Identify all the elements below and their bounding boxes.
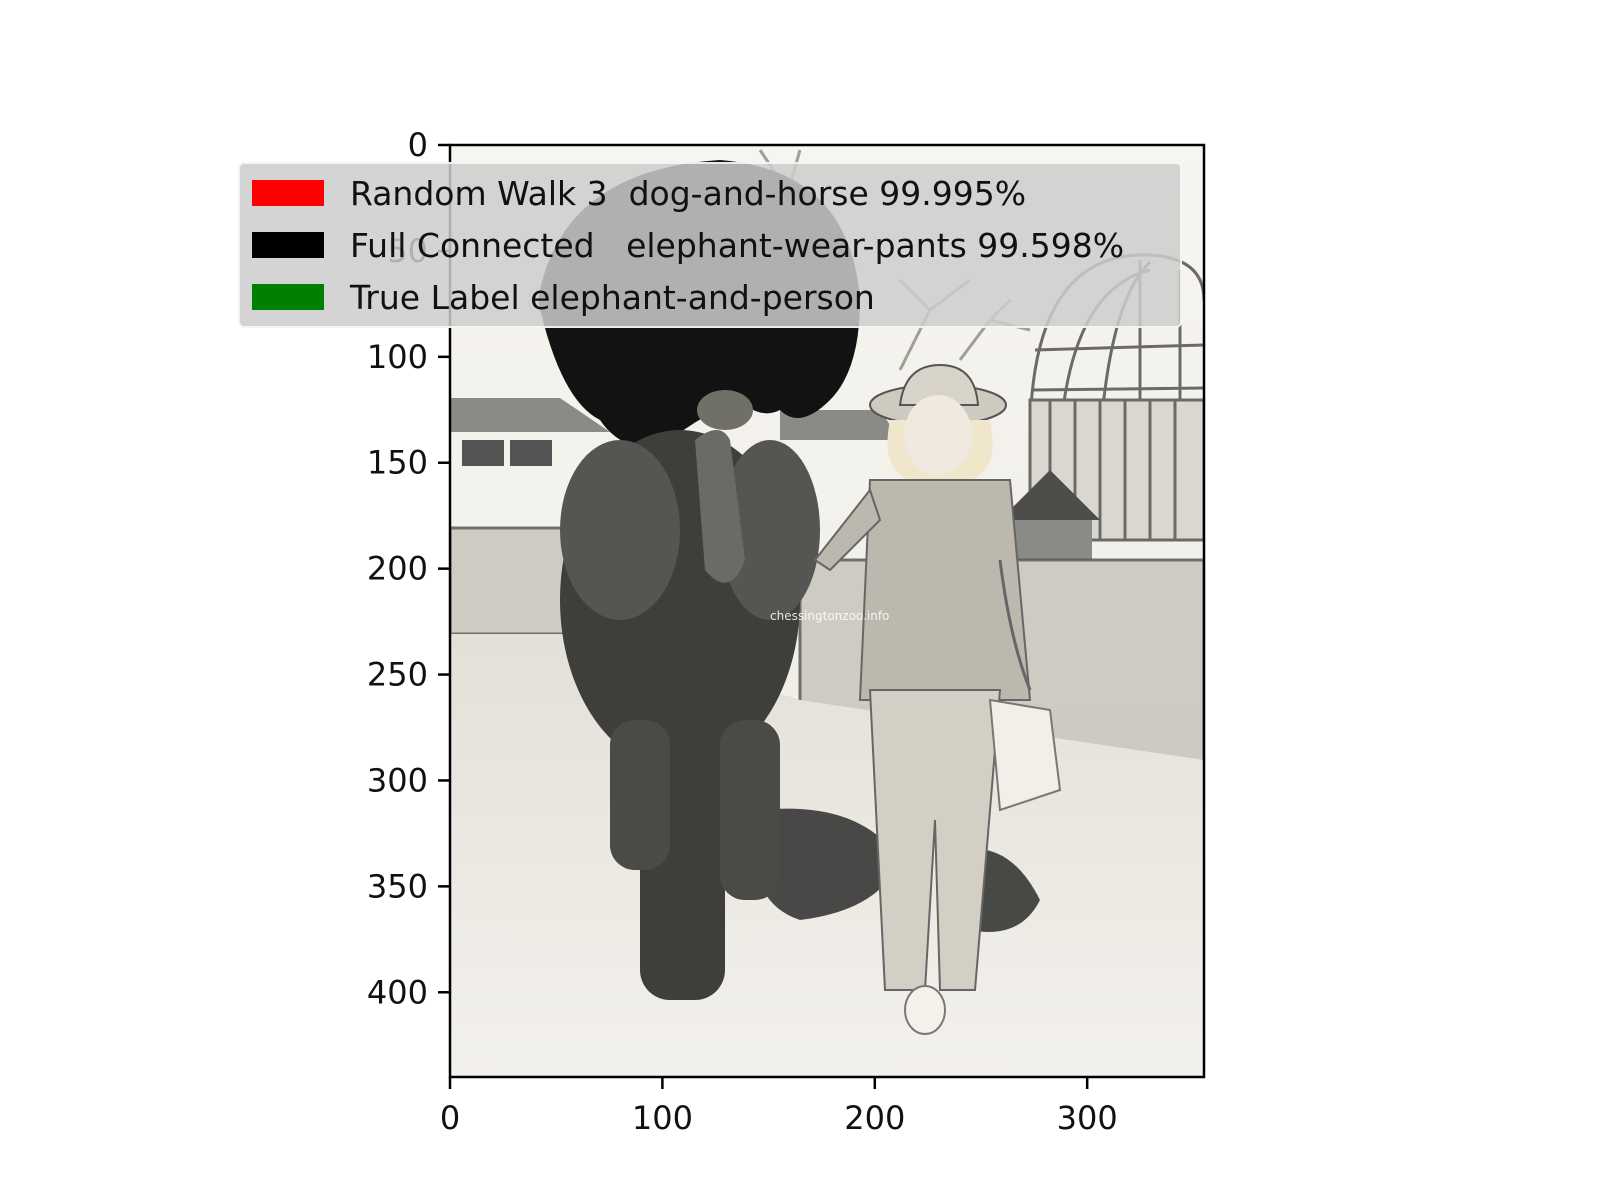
legend-swatch-black (252, 232, 324, 258)
y-axis: 050100150200250300350400 (367, 126, 450, 1011)
legend-label: Full Connected elephant-wear-pants 99.59… (350, 225, 1125, 265)
legend-swatch-red (252, 180, 324, 206)
x-axis: 0 100 200 300 (440, 1077, 1118, 1137)
y-tick-label: 300 (367, 761, 428, 799)
legend-entry-random-walk: Random Walk 3 dog-and-horse 99.995% (252, 171, 1026, 215)
y-tick-label: 350 (367, 867, 428, 905)
elephant (560, 390, 820, 1000)
woman (813, 363, 1062, 1035)
x-tick-label: 300 (1057, 1099, 1118, 1137)
shed (1000, 470, 1100, 520)
y-tick-label: 200 (367, 550, 428, 588)
y-tick-label: 0 (408, 126, 428, 164)
legend: Random Walk 3 dog-and-horse 99.995% Full… (238, 162, 1182, 328)
y-tick-label: 400 (367, 973, 428, 1011)
axes-frame (448, 143, 1206, 1079)
legend-label: True Label elephant-and-person (350, 277, 875, 317)
legend-label: Random Walk 3 dog-and-horse 99.995% (350, 173, 1027, 213)
legend-entry-true-label: True Label elephant-and-person (252, 275, 875, 319)
x-tick-label: 100 (632, 1099, 693, 1137)
x-tick-label: 200 (844, 1099, 905, 1137)
y-tick-label: 150 (367, 444, 428, 482)
y-tick-label: 100 (367, 338, 428, 376)
x-tick-label: 0 (440, 1099, 460, 1137)
legend-swatch-green (252, 284, 324, 310)
photo-watermark: chessingtonzoo.info (770, 609, 889, 623)
y-tick-label: 250 (367, 656, 428, 694)
legend-entry-full-connected: Full Connected elephant-wear-pants 99.59… (252, 223, 1124, 267)
